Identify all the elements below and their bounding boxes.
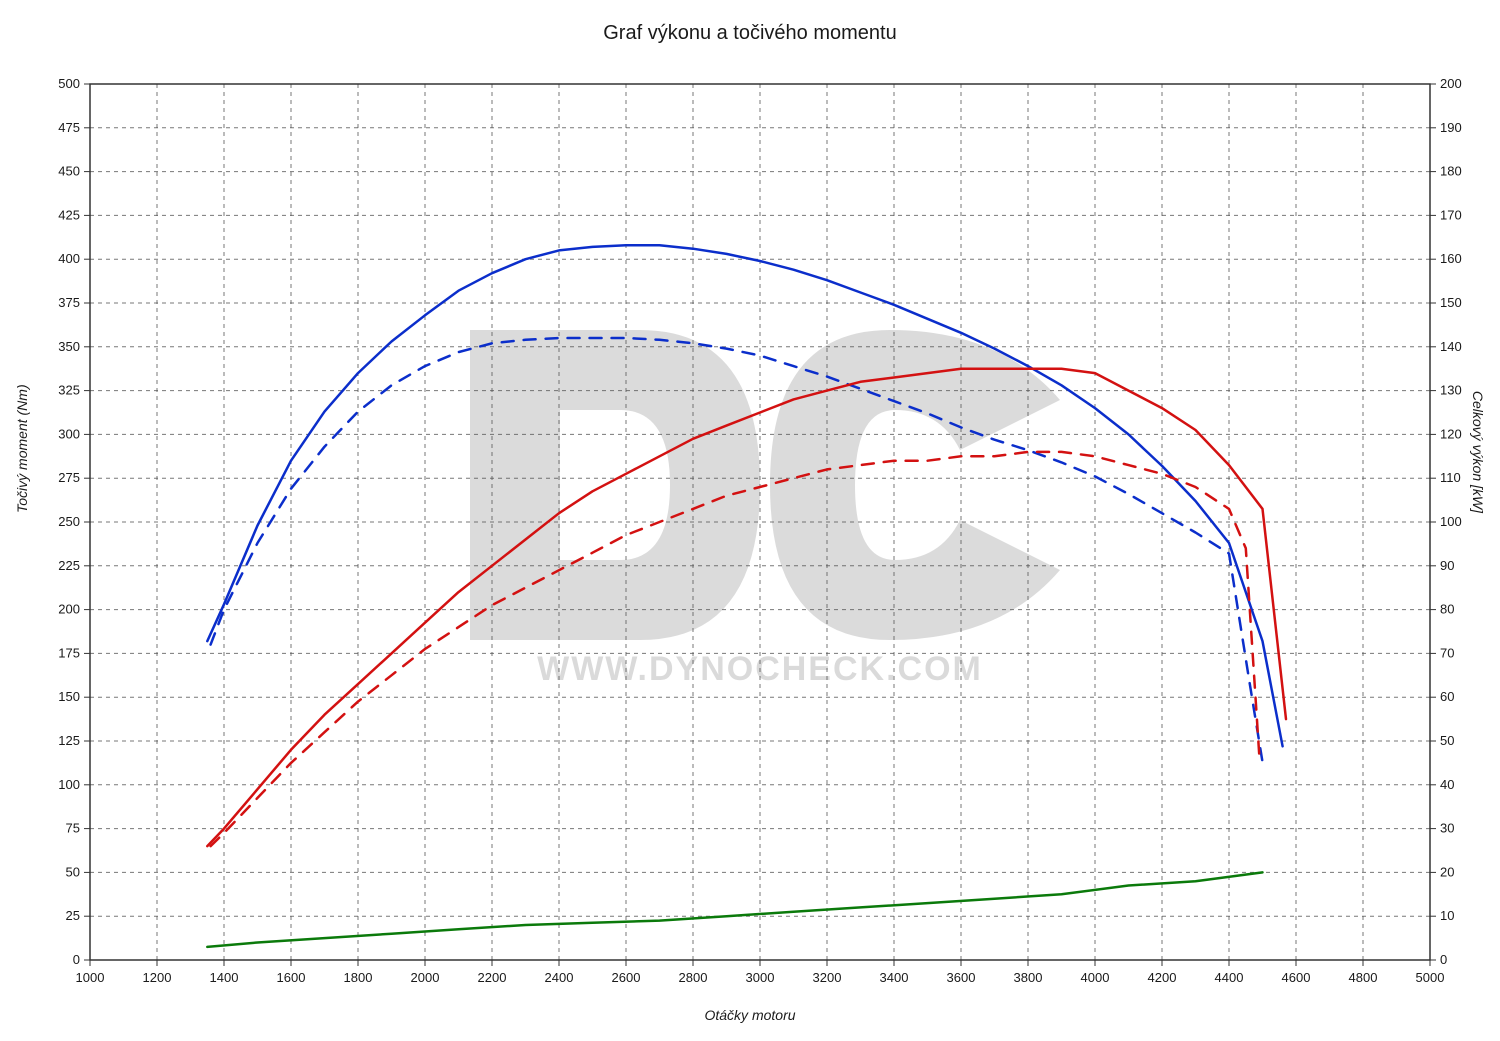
svg-text:1600: 1600 <box>277 970 306 985</box>
svg-text:0: 0 <box>73 952 80 967</box>
svg-text:1200: 1200 <box>143 970 172 985</box>
svg-text:1800: 1800 <box>344 970 373 985</box>
svg-text:110: 110 <box>1440 470 1461 485</box>
dyno-chart: Graf výkonu a točivého momentu WWW.DYNOC… <box>0 0 1500 1041</box>
svg-text:325: 325 <box>58 383 80 398</box>
series-loss_kw <box>207 872 1262 947</box>
svg-text:125: 125 <box>58 733 80 748</box>
svg-text:150: 150 <box>58 689 80 704</box>
svg-text:80: 80 <box>1440 602 1454 617</box>
svg-text:4600: 4600 <box>1282 970 1311 985</box>
svg-text:2600: 2600 <box>612 970 641 985</box>
svg-text:2800: 2800 <box>679 970 708 985</box>
y-axis-right-label: Celkový výkon [kW] <box>1470 390 1486 512</box>
svg-text:375: 375 <box>58 295 80 310</box>
svg-text:100: 100 <box>1440 514 1462 529</box>
chart-title: Graf výkonu a točivého momentu <box>0 22 1500 45</box>
svg-text:190: 190 <box>1440 120 1462 135</box>
svg-text:50: 50 <box>66 864 80 879</box>
svg-text:200: 200 <box>1440 76 1462 91</box>
svg-text:275: 275 <box>58 470 80 485</box>
svg-text:50: 50 <box>1440 733 1454 748</box>
svg-text:1400: 1400 <box>210 970 239 985</box>
svg-text:120: 120 <box>1440 426 1462 441</box>
svg-text:90: 90 <box>1440 558 1454 573</box>
svg-text:170: 170 <box>1440 207 1462 222</box>
svg-text:425: 425 <box>58 207 80 222</box>
svg-text:3800: 3800 <box>1014 970 1043 985</box>
svg-text:475: 475 <box>58 120 80 135</box>
svg-text:4000: 4000 <box>1081 970 1110 985</box>
svg-text:4400: 4400 <box>1215 970 1244 985</box>
svg-text:160: 160 <box>1440 251 1462 266</box>
svg-text:225: 225 <box>58 558 80 573</box>
x-axis-label: Otáčky motoru <box>0 1007 1500 1023</box>
svg-text:150: 150 <box>1440 295 1462 310</box>
svg-text:2200: 2200 <box>478 970 507 985</box>
svg-text:180: 180 <box>1440 164 1462 179</box>
svg-text:3000: 3000 <box>746 970 775 985</box>
svg-text:400: 400 <box>58 251 80 266</box>
svg-text:2000: 2000 <box>411 970 440 985</box>
svg-text:250: 250 <box>58 514 80 529</box>
svg-text:4800: 4800 <box>1349 970 1378 985</box>
svg-text:0: 0 <box>1440 952 1447 967</box>
svg-text:130: 130 <box>1440 383 1462 398</box>
chart-plot-area: WWW.DYNOCHECK.COM 1000120014001600180020… <box>0 0 1500 1041</box>
svg-text:500: 500 <box>58 76 80 91</box>
svg-text:20: 20 <box>1440 864 1454 879</box>
svg-text:3400: 3400 <box>880 970 909 985</box>
svg-text:40: 40 <box>1440 777 1454 792</box>
svg-text:100: 100 <box>58 777 80 792</box>
svg-text:3200: 3200 <box>813 970 842 985</box>
svg-text:75: 75 <box>66 821 80 836</box>
svg-text:200: 200 <box>58 602 80 617</box>
svg-text:175: 175 <box>58 645 80 660</box>
svg-text:300: 300 <box>58 426 80 441</box>
svg-text:2400: 2400 <box>545 970 574 985</box>
svg-text:70: 70 <box>1440 645 1454 660</box>
svg-text:30: 30 <box>1440 821 1454 836</box>
svg-text:350: 350 <box>58 339 80 354</box>
svg-text:3600: 3600 <box>947 970 976 985</box>
svg-text:140: 140 <box>1440 339 1462 354</box>
svg-text:4200: 4200 <box>1148 970 1177 985</box>
y-axis-left-label: Točivý moment (Nm) <box>14 384 30 513</box>
svg-text:60: 60 <box>1440 689 1454 704</box>
svg-text:10: 10 <box>1440 908 1454 923</box>
svg-text:450: 450 <box>58 164 80 179</box>
svg-text:25: 25 <box>66 908 80 923</box>
svg-text:1000: 1000 <box>76 970 105 985</box>
svg-text:5000: 5000 <box>1416 970 1445 985</box>
